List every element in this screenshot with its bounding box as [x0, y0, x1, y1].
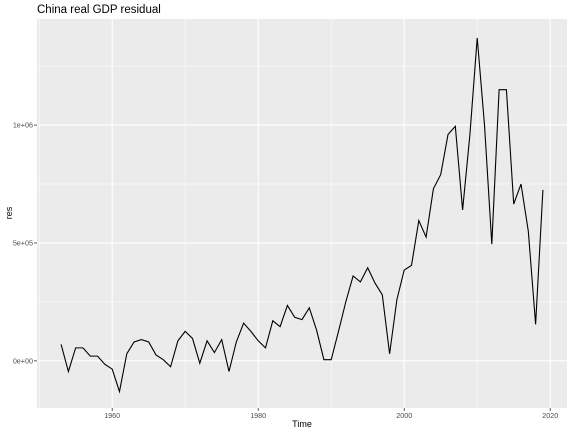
x-tick-label: 1960 — [104, 411, 120, 420]
x-tick-label: 2000 — [396, 411, 412, 420]
y-tick-label: 0e+00 — [13, 356, 33, 365]
x-axis-title: Time — [292, 419, 312, 429]
y-tick-label: 5e+05 — [13, 238, 33, 247]
y-tick-label: 1e+06 — [13, 121, 33, 130]
x-tick-label: 1980 — [250, 411, 266, 420]
plot-panel — [37, 19, 567, 408]
axis-layer: 1960 1980 2000 2020 0e+00 5e+05 1e+06 — [13, 121, 558, 420]
chart-title: China real GDP residual — [37, 4, 161, 16]
x-tick-label: 2020 — [542, 411, 558, 420]
y-axis-title: res — [4, 206, 14, 219]
residual-series-line — [60, 37, 544, 394]
